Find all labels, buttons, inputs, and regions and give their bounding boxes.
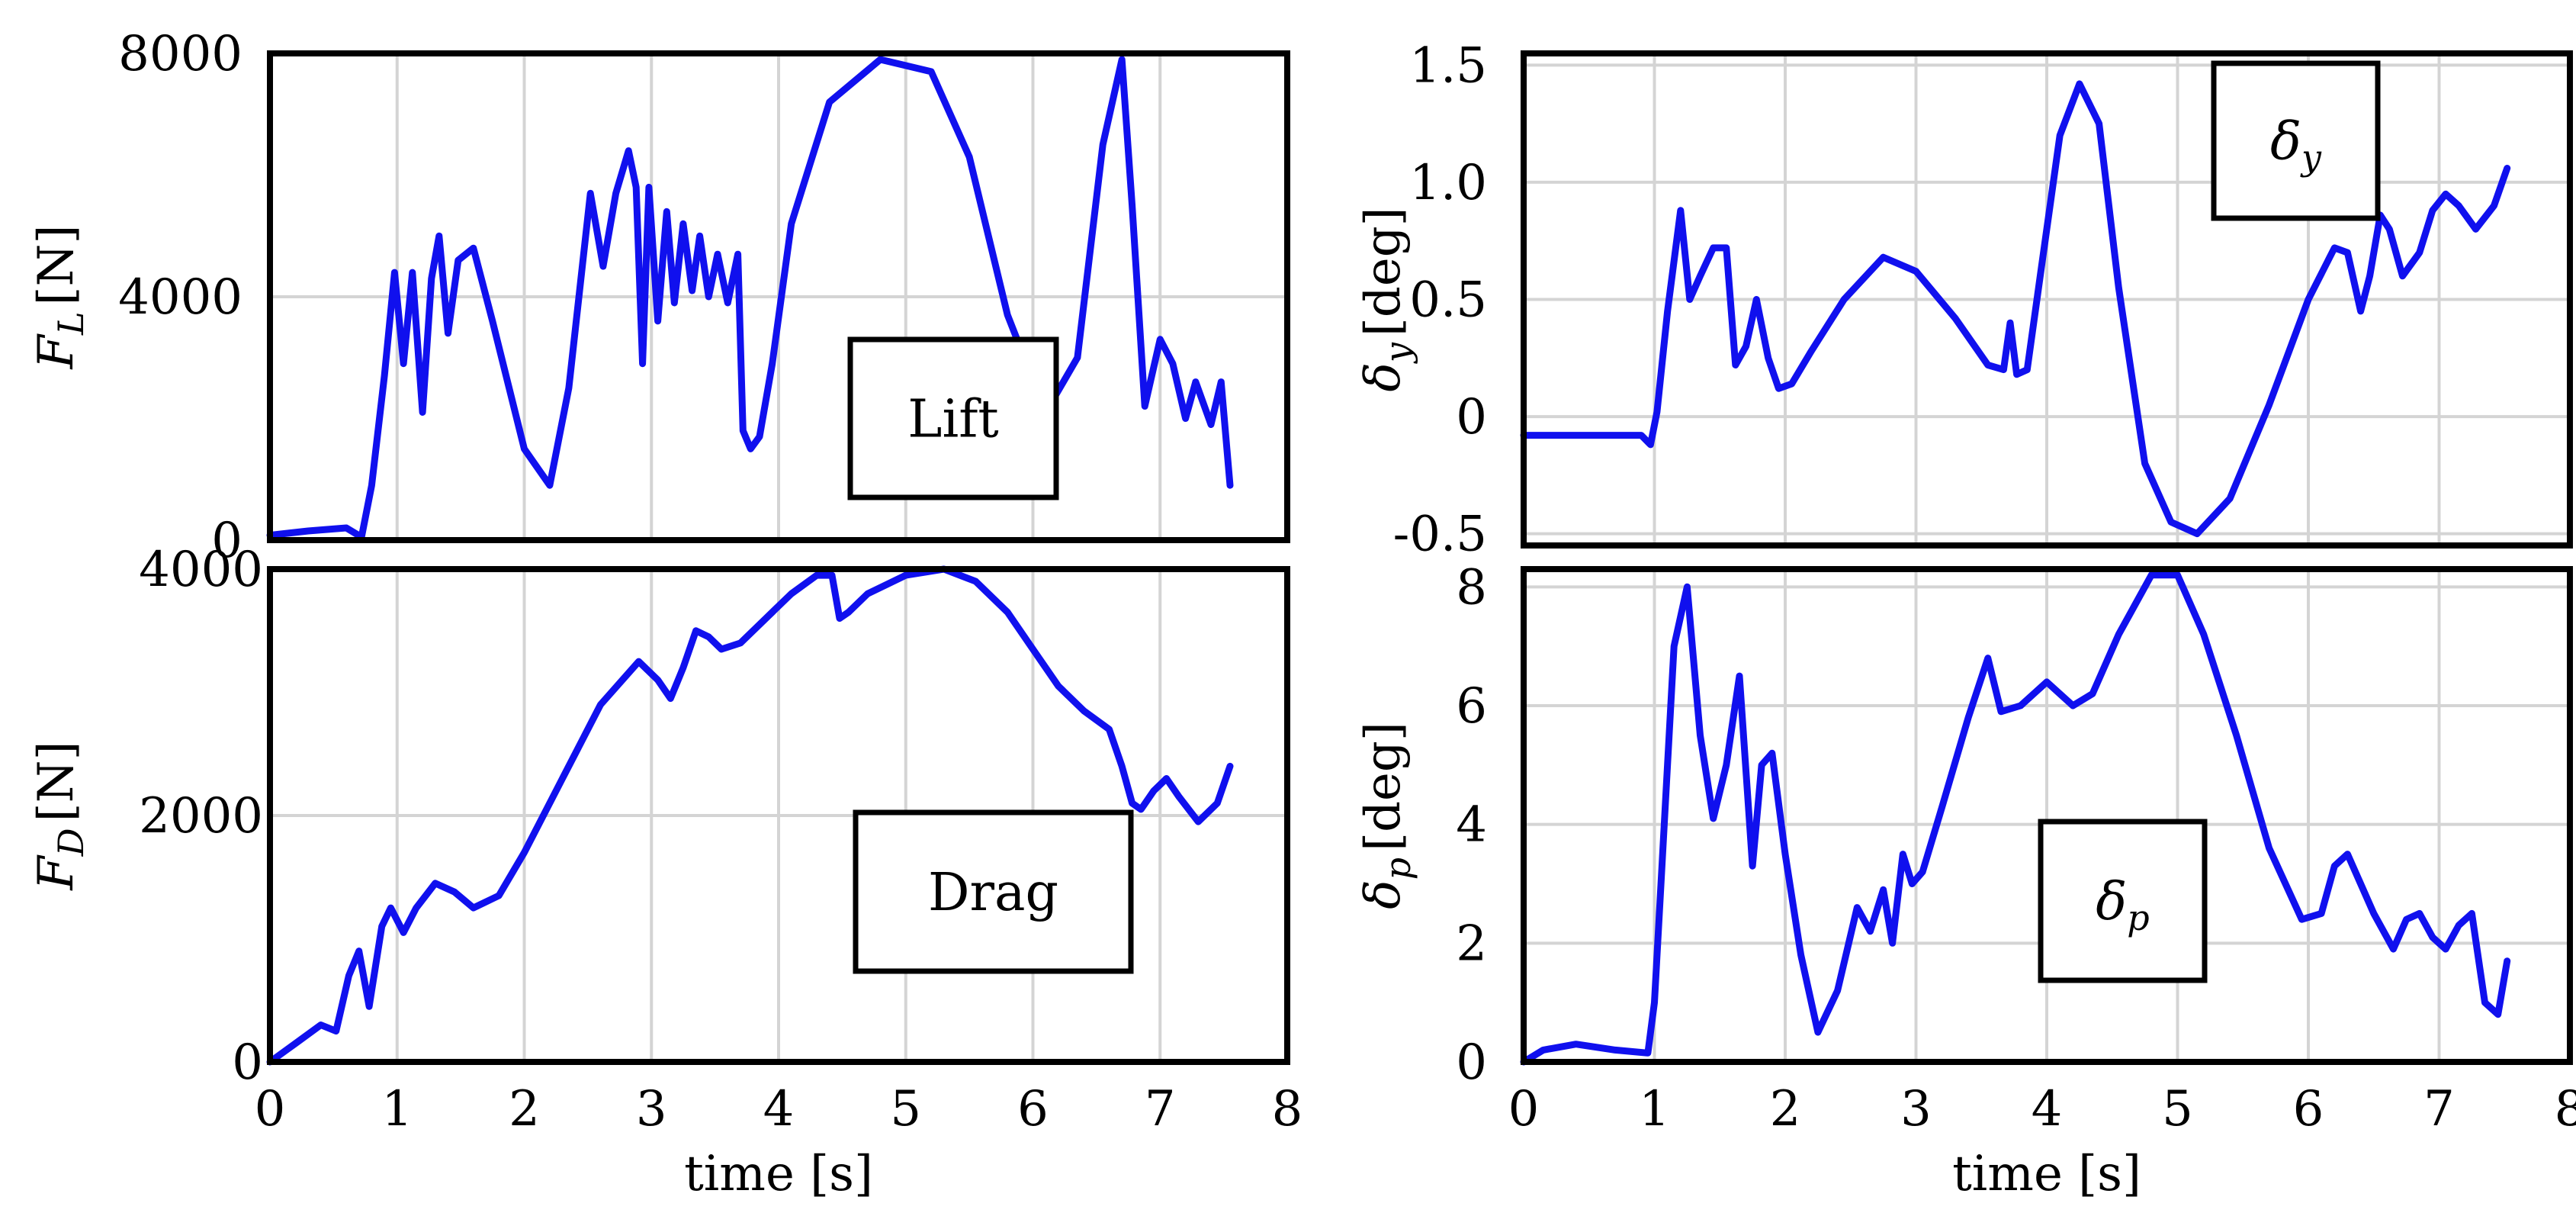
y-tick-label: 0 bbox=[211, 513, 243, 569]
y-tick-label: -0.5 bbox=[1393, 507, 1487, 563]
delta-p-grid bbox=[1522, 569, 2571, 1063]
x-tick-label: 3 bbox=[636, 1081, 667, 1137]
x-tick-label: 7 bbox=[2423, 1081, 2455, 1137]
x-tick-label: 4 bbox=[763, 1081, 795, 1137]
y-tick-label: 0 bbox=[232, 1034, 263, 1091]
drag-panel: 0 2000 4000 0 1 2 3 4 5 6 7 8 time [s] FD[N] Drag bbox=[28, 542, 1302, 1202]
delta-p-x-axis-label: time [s] bbox=[1952, 1146, 2141, 1202]
drag-y-axis-label: FD[N] bbox=[28, 741, 92, 890]
lift-y-axis-label: FL[N] bbox=[28, 225, 92, 370]
x-tick-label: 8 bbox=[1272, 1081, 1303, 1137]
legend-label: Drag bbox=[928, 863, 1058, 923]
y-tick-label: 2000 bbox=[139, 788, 263, 845]
delta-p-panel: 0 2 4 6 8 0 1 2 3 4 5 6 7 8 time [s] δp[deg] δp bbox=[1355, 559, 2576, 1202]
drag-series-line bbox=[266, 565, 1234, 1066]
x-tick-label: 1 bbox=[1639, 1081, 1670, 1137]
delta-y-panel: -0.5 0 0.5 1.0 1.5 δy[deg] δy bbox=[1355, 37, 2573, 563]
y-tick-label: 8000 bbox=[118, 26, 243, 82]
legend-label: δp bbox=[2096, 872, 2149, 938]
x-tick-label: 6 bbox=[2293, 1081, 2324, 1137]
legend-box bbox=[847, 336, 1059, 500]
drag-grid bbox=[268, 568, 1289, 1063]
x-tick-label: 3 bbox=[1900, 1081, 1932, 1137]
y-tick-label: 1.5 bbox=[1409, 37, 1487, 94]
delta-p-y-axis-label: δp[deg] bbox=[1355, 722, 1418, 909]
legend-box bbox=[2211, 60, 2381, 221]
delta-y-series-line bbox=[1520, 80, 2511, 538]
y-tick-label: 4000 bbox=[139, 542, 263, 598]
legend-box bbox=[2038, 819, 2208, 983]
drag-x-axis-label: time [s] bbox=[684, 1146, 873, 1202]
x-tick-label: 2 bbox=[1770, 1081, 1801, 1137]
delta-y-legend: δy bbox=[2211, 60, 2381, 221]
legend-box bbox=[853, 809, 1134, 974]
delta-y-grid bbox=[1522, 53, 2571, 545]
x-tick-label: 5 bbox=[2162, 1081, 2193, 1137]
y-tick-label: 1.0 bbox=[1409, 155, 1487, 211]
y-tick-label: 0.5 bbox=[1409, 272, 1487, 329]
x-tick-label: 5 bbox=[890, 1081, 921, 1137]
lift-panel: 0 4000 8000 FL[N] Lift bbox=[28, 26, 1290, 569]
y-tick-label: 0 bbox=[1456, 389, 1487, 446]
delta-p-series-line bbox=[1520, 571, 2511, 1066]
x-tick-label: 7 bbox=[1145, 1081, 1176, 1137]
lift-legend: Lift bbox=[847, 336, 1059, 500]
x-tick-label: 0 bbox=[1508, 1081, 1540, 1137]
x-tick-label: 6 bbox=[1017, 1081, 1049, 1137]
x-tick-label: 0 bbox=[255, 1081, 286, 1137]
delta-p-legend: δp bbox=[2038, 819, 2208, 983]
y-tick-label: 4 bbox=[1456, 797, 1487, 854]
delta-p-plot-frame bbox=[1521, 566, 2573, 1065]
y-tick-label: 0 bbox=[1456, 1034, 1487, 1091]
lift-plot-frame bbox=[267, 50, 1290, 543]
x-tick-label: 2 bbox=[509, 1081, 540, 1137]
y-tick-label: 8 bbox=[1456, 559, 1487, 616]
y-tick-label: 2 bbox=[1456, 915, 1487, 972]
legend-label: δy bbox=[2270, 112, 2322, 179]
y-tick-label: 4000 bbox=[118, 269, 243, 326]
x-tick-label: 1 bbox=[381, 1081, 413, 1137]
x-tick-label: 8 bbox=[2555, 1081, 2576, 1137]
delta-y-plot-frame bbox=[1521, 50, 2573, 549]
delta-y-y-axis-label: δy[deg] bbox=[1355, 207, 1418, 391]
y-tick-label: 6 bbox=[1456, 678, 1487, 735]
x-tick-label: 4 bbox=[2032, 1081, 2063, 1137]
lift-series-line bbox=[266, 56, 1234, 541]
drag-plot-frame bbox=[267, 566, 1290, 1065]
legend-label: Lift bbox=[907, 390, 998, 450]
drag-legend: Drag bbox=[853, 809, 1134, 974]
